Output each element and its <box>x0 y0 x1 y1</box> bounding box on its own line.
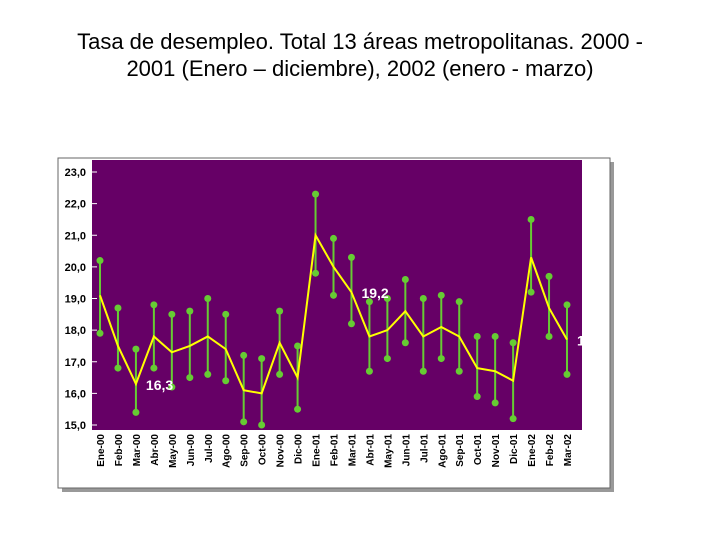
error-low <box>96 329 104 337</box>
x-tick-label: Sep-01 <box>455 434 466 467</box>
x-tick-label: Abr-00 <box>150 434 161 466</box>
y-tick-label: 22,0 <box>65 199 86 211</box>
y-tick-label: 21,0 <box>65 230 86 242</box>
error-low <box>509 415 517 423</box>
x-tick-label: Dic-00 <box>294 434 305 464</box>
y-tick-label: 15,0 <box>65 420 86 432</box>
error-high <box>419 295 427 302</box>
error-high <box>222 310 230 318</box>
y-tick-label: 23,0 <box>65 167 86 179</box>
error-low <box>150 364 158 372</box>
error-low <box>473 393 481 401</box>
x-tick-label: Nov-01 <box>491 434 502 468</box>
error-low <box>294 405 302 413</box>
error-high <box>312 190 320 198</box>
error-high <box>132 345 140 353</box>
error-low <box>455 367 463 375</box>
x-tick-label: May-01 <box>383 434 394 468</box>
error-high <box>545 272 553 280</box>
error-high <box>96 257 104 265</box>
x-tick-label: Feb-02 <box>545 434 556 467</box>
error-low <box>563 370 571 378</box>
x-tick-label: Mar-02 <box>563 434 574 467</box>
chart-title: Tasa de desempleo. Total 13 áreas metrop… <box>77 29 643 81</box>
x-tick-label: Ene-02 <box>527 434 538 467</box>
x-tick-label: Jul-01 <box>419 434 430 463</box>
x-tick-label: Nov-00 <box>276 434 287 468</box>
error-low <box>365 367 373 375</box>
y-tick-label: 20,0 <box>65 262 86 274</box>
x-tick-label: Jun-01 <box>401 434 412 467</box>
data-label: 16,3 <box>146 377 173 393</box>
error-low <box>312 269 320 277</box>
error-high <box>473 332 481 340</box>
x-tick-label: Sep-00 <box>240 434 251 467</box>
error-low <box>222 377 230 385</box>
error-low <box>240 418 248 426</box>
error-high <box>527 215 535 223</box>
error-high <box>383 295 391 302</box>
error-high <box>204 295 212 302</box>
error-low <box>383 355 391 363</box>
error-high <box>168 310 176 318</box>
x-tick-label: Mar-01 <box>347 434 358 467</box>
error-low <box>330 291 337 299</box>
data-label: 19,2 <box>361 285 388 301</box>
y-tick-label: 16,0 <box>65 388 86 400</box>
x-tick-label: Dic-01 <box>509 434 520 464</box>
y-tick-label: 17,0 <box>65 357 86 369</box>
error-high <box>240 351 248 359</box>
x-tick-label: Jul-00 <box>204 434 215 463</box>
error-high <box>150 301 158 309</box>
error-high <box>186 307 194 315</box>
error-low <box>132 408 140 416</box>
error-low <box>347 320 355 328</box>
error-low <box>437 355 445 363</box>
error-high <box>365 298 373 306</box>
x-tick-label: Ene-00 <box>96 434 107 467</box>
series-line <box>99 232 568 395</box>
y-tick-label: 19,0 <box>65 294 86 306</box>
x-tick-label: Jun-00 <box>186 434 197 467</box>
x-tick-label: Ago-01 <box>437 434 448 468</box>
x-tick-label: Feb-01 <box>330 434 341 467</box>
data-label: 17,7 <box>577 333 604 349</box>
x-tick-label: Oct-01 <box>473 434 484 466</box>
error-low <box>401 339 409 347</box>
error-low <box>491 399 499 407</box>
y-tick-label: 18,0 <box>65 325 86 337</box>
error-high <box>491 332 499 340</box>
error-low <box>276 370 284 378</box>
error-low <box>419 367 427 375</box>
x-tick-label: Feb-00 <box>114 434 125 467</box>
error-low <box>168 383 176 391</box>
x-tick-label: Ago-00 <box>222 434 233 468</box>
error-high <box>276 307 284 315</box>
error-high <box>401 276 409 284</box>
error-low <box>114 364 122 372</box>
error-low <box>545 332 553 340</box>
x-tick-label: Oct-00 <box>258 434 269 466</box>
error-high <box>330 234 337 242</box>
error-low <box>258 421 266 429</box>
error-high <box>114 304 122 312</box>
error-high <box>437 291 445 299</box>
x-tick-label: May-00 <box>168 434 179 468</box>
error-high <box>455 298 463 306</box>
x-tick-label: Abr-01 <box>365 434 376 466</box>
error-high <box>563 301 571 309</box>
error-high <box>258 355 266 363</box>
error-high <box>509 339 517 347</box>
x-tick-label: Mar-00 <box>132 434 143 467</box>
error-high <box>294 342 302 350</box>
x-tick-label: Ene-01 <box>312 434 323 467</box>
error-high <box>347 253 355 261</box>
error-low <box>204 370 212 378</box>
error-low <box>186 374 194 382</box>
error-low <box>527 288 535 296</box>
